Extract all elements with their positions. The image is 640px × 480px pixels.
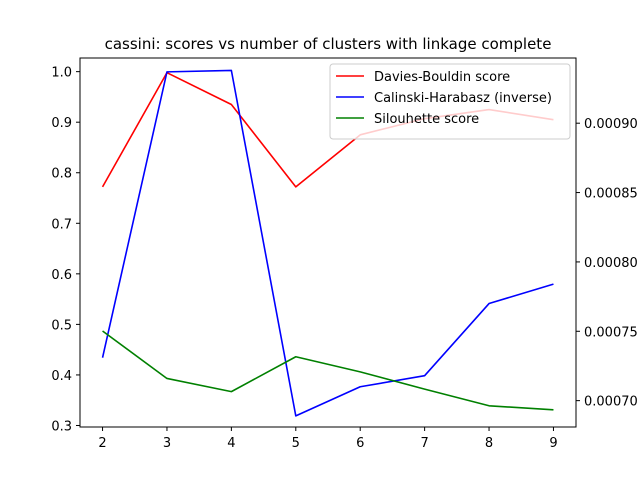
right-y-tick-label: 0.00070 [584, 395, 638, 410]
legend-label: Calinski-Harabasz (inverse) [374, 91, 552, 106]
legend-label: Silouhette score [374, 112, 479, 127]
right-y-axis: 0.00070 0.00075 0.00080 0.00085 0.00090 [576, 117, 638, 410]
legend-box [329, 63, 571, 140]
series-line-1 [101, 69, 554, 417]
series-line-2 [102, 330, 554, 411]
left-y-tick-label: 0.9 [51, 116, 72, 131]
right-y-tick-label: 0.00085 [584, 187, 638, 202]
left-y-axis: 0.3 0.4 0.5 0.6 0.7 0.8 0.9 1.0 [51, 66, 80, 434]
left-y-tick-label: 0.5 [51, 318, 72, 333]
right-y-tick-label: 0.00075 [584, 325, 638, 340]
chart-title: cassini: scores vs number of clusters wi… [105, 35, 552, 53]
right-y-tick-label: 0.00080 [584, 256, 638, 271]
x-tick-label: 5 [292, 436, 300, 451]
right-y-tick-label: 0.00090 [584, 117, 638, 132]
x-axis: 2 3 4 5 6 7 8 9 [98, 427, 558, 451]
left-y-tick-label: 0.3 [51, 419, 72, 434]
x-tick-label: 2 [98, 436, 106, 451]
x-tick-label: 3 [163, 436, 171, 451]
x-tick-label: 7 [420, 436, 428, 451]
left-y-tick-label: 0.4 [51, 369, 72, 384]
left-y-tick-label: 0.8 [51, 167, 72, 182]
left-y-tick-label: 1.0 [51, 66, 72, 81]
x-tick-label: 6 [356, 436, 364, 451]
legend: Davies-Bouldin score Calinski-Harabasz (i… [329, 63, 571, 140]
x-tick-label: 8 [485, 436, 493, 451]
legend-label: Davies-Bouldin score [374, 70, 510, 85]
left-y-tick-label: 0.7 [51, 217, 72, 232]
x-tick-label: 9 [549, 436, 557, 451]
x-tick-label: 4 [227, 436, 235, 451]
left-y-tick-label: 0.6 [51, 268, 72, 283]
